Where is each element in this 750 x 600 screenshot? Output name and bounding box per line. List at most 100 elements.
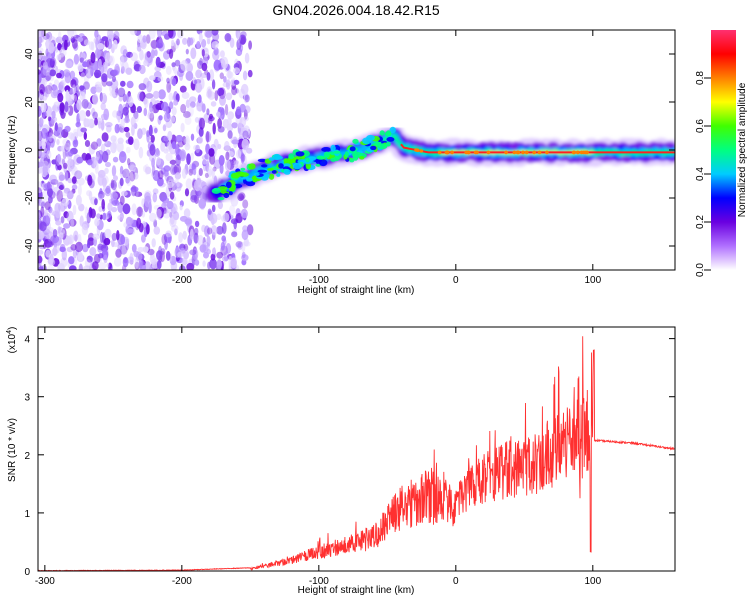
spectrogram-noise-blob (163, 200, 168, 207)
spectrogram-noise-blob (185, 245, 189, 253)
spectrogram-noise-blob (236, 39, 242, 50)
spectrogram-noise-blob (116, 110, 122, 117)
spectrogram-noise-blob (118, 103, 123, 115)
spectrogram-noise-blob (217, 87, 225, 97)
spectrogram-noise-blob (198, 127, 204, 137)
spectrogram-noise-blob (188, 168, 194, 176)
spectrogram-noise-blob (115, 248, 122, 258)
spectrogram-noise-blob (116, 141, 124, 153)
spectrogram-noise-blob (38, 130, 43, 142)
spectrogram-noise-blob (85, 67, 93, 79)
snr-y-tick-label: 0 (24, 567, 30, 578)
spectrogram-noise-blob (137, 246, 145, 253)
spectrogram-noise-blob (59, 243, 66, 252)
spectrogram-noise-blob (143, 60, 149, 67)
spectrogram-noise-blob (148, 107, 155, 119)
spectrogram-noise-blob (110, 191, 118, 201)
spectrogram-noise-blob (198, 32, 203, 43)
spectrogram-noise-blob (136, 44, 142, 52)
spectrogram-noise-blob (144, 163, 150, 176)
spectrogram-noise-blob (122, 168, 130, 179)
spectrogram-noise-blob (195, 69, 203, 79)
spectrogram-noise-blob (226, 71, 234, 79)
spectrogram-noise-blob (45, 90, 50, 98)
spectrogram-noise-blob (148, 30, 156, 39)
spectrogram-noise-blob (169, 48, 174, 59)
spectrogram-noise-blob (224, 159, 231, 171)
spectrogram-noise-blob (186, 262, 195, 270)
spectrogram-noise-blob (110, 180, 117, 191)
spectrogram-noise-blob (161, 196, 170, 204)
spectrogram-ridge-blob (278, 163, 284, 169)
spectrogram-noise-blob (98, 121, 102, 129)
spectrogram-noise-blob (101, 198, 105, 210)
spectrogram-noise-blob (108, 32, 116, 39)
spectrogram-ridge-blob (352, 154, 359, 161)
spectrogram-noise-blob (38, 266, 44, 270)
spectrogram-x-tick-label: 0 (453, 275, 459, 286)
spectrogram-noise-blob (106, 81, 113, 87)
spectrogram-noise-blob (149, 75, 156, 81)
spectrogram-noise-blob (180, 103, 187, 114)
spectrogram-noise-blob (94, 48, 101, 59)
spectrogram-noise-blob (185, 178, 193, 190)
spectrogram-noise-blob (83, 131, 88, 140)
spectrogram-noise-blob (227, 130, 233, 139)
spectrogram-noise-blob (222, 256, 229, 262)
spectrogram-noise-blob (185, 48, 189, 55)
spectrogram-noise-blob (119, 245, 128, 255)
spectrogram-noise-blob (168, 92, 174, 102)
spectrogram-noise-blob (189, 249, 197, 256)
spectrogram-noise-blob (156, 30, 163, 38)
spectrogram-noise-blob (192, 248, 199, 260)
spectrogram-noise-blob (38, 47, 44, 54)
spectrogram-noise-blob (57, 263, 65, 270)
spectrogram-noise-blob (206, 227, 213, 235)
snr-y-multiplier-exponent: 4 (6, 330, 13, 334)
spectrogram-noise-blob (100, 102, 106, 111)
spectrogram-noise-blob (105, 52, 111, 63)
snr-x-tick-label: -100 (309, 576, 329, 587)
snr-y-tick-label: 2 (24, 451, 30, 462)
spectrogram-noise-blob (91, 60, 95, 73)
spectrogram-noise-blob (75, 241, 83, 253)
spectrogram-noise-blob (60, 46, 65, 58)
spectrogram-noise-blob (182, 230, 187, 240)
spectrogram-noise-blob (157, 177, 164, 187)
svg-text:(x104): (x104) (6, 327, 18, 354)
spectrogram-noise-blob (38, 58, 42, 68)
spectrogram-noise-blob (88, 41, 94, 50)
spectrogram-noise-blob (134, 30, 141, 36)
spectrogram-noise-blob (154, 49, 158, 57)
spectrogram-noise-blob (64, 39, 68, 51)
spectrogram-noise-blob (131, 185, 137, 197)
snr-x-tick-label: 100 (584, 576, 601, 587)
spectrogram-noise-blob (104, 167, 109, 174)
spectrogram-noise-blob (77, 177, 85, 186)
spectrogram-noise-blob (231, 231, 238, 238)
spectrogram-noise-blob (225, 92, 233, 101)
spectrogram-noise-blob (129, 252, 134, 263)
spectrogram-noise-blob (170, 203, 178, 215)
spectrogram-noise-blob (142, 246, 149, 253)
spectrogram-noise-blob (240, 36, 246, 45)
spectrogram-noise-blob (120, 234, 126, 245)
spectrogram-noise-blob (64, 142, 70, 151)
spectrogram-noise-blob (48, 42, 55, 54)
spectrogram-noise-blob (48, 132, 53, 143)
spectrogram-noise-blob (56, 126, 64, 139)
spectrogram-noise-blob (231, 122, 238, 129)
spectrogram-noise-blob (47, 265, 55, 270)
spectrogram-noise-blob (134, 257, 139, 269)
spectrogram-noise-blob (93, 159, 99, 170)
spectrogram-noise-blob (38, 72, 42, 84)
spectrogram-noise-blob (57, 31, 62, 40)
spectrogram-noise-blob (149, 144, 156, 156)
spectrogram-ridge-blob (268, 173, 275, 180)
spectrogram-ridge-blob (305, 157, 310, 163)
spectrogram-noise-blob (202, 260, 206, 267)
spectrogram-noise-blob (173, 164, 182, 175)
spectrogram-noise-blob (80, 72, 86, 79)
spectrogram-noise-blob (184, 188, 190, 197)
spectrogram-noise-blob (184, 143, 191, 151)
